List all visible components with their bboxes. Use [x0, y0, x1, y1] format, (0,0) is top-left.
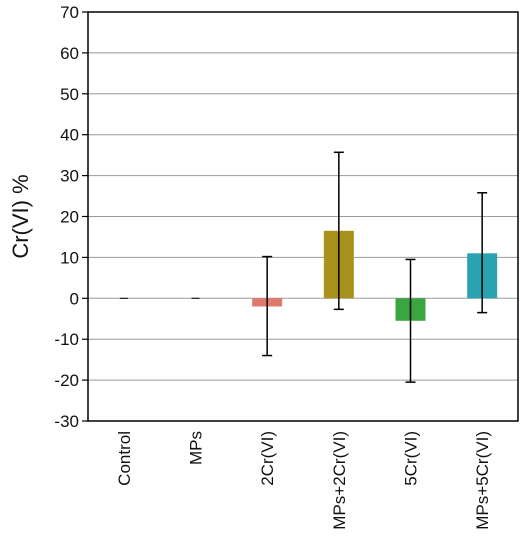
- x-category-label: 2Cr(VI): [258, 431, 277, 486]
- error-bars: [262, 151, 488, 383]
- y-tick-label: -20: [54, 371, 79, 390]
- y-tick-label: 40: [60, 126, 79, 145]
- y-tick-label: -30: [54, 412, 79, 431]
- x-category-label: Control: [115, 431, 134, 486]
- y-tick-label: 10: [60, 248, 79, 267]
- x-category-label: MPs: [187, 431, 206, 465]
- y-tick-label: 0: [70, 289, 79, 308]
- y-tick-label: 60: [60, 44, 79, 63]
- y-axis-title: Cr(VI) %: [8, 174, 33, 258]
- x-category-label: 5Cr(VI): [402, 431, 421, 486]
- y-tick-label: -10: [54, 330, 79, 349]
- x-category-label: MPs+2Cr(VI): [330, 431, 349, 530]
- gridlines: [88, 52, 518, 381]
- y-tick-label: 50: [60, 85, 79, 104]
- y-axis-ticks: -30 -20 -10 0 10 20 30 40 50 60 70: [54, 3, 88, 431]
- y-tick-label: 70: [60, 3, 79, 22]
- y-tick-label: 30: [60, 167, 79, 186]
- bars: [119, 230, 498, 321]
- x-axis-labels: Control MPs 2Cr(VI) MPs+2Cr(VI) 5Cr(VI) MPs+5…: [115, 431, 492, 530]
- y-tick-label: 20: [60, 208, 79, 227]
- x-category-label: MPs+5Cr(VI): [473, 431, 492, 530]
- bar-mps: [191, 297, 200, 299]
- bar-control: [119, 297, 128, 299]
